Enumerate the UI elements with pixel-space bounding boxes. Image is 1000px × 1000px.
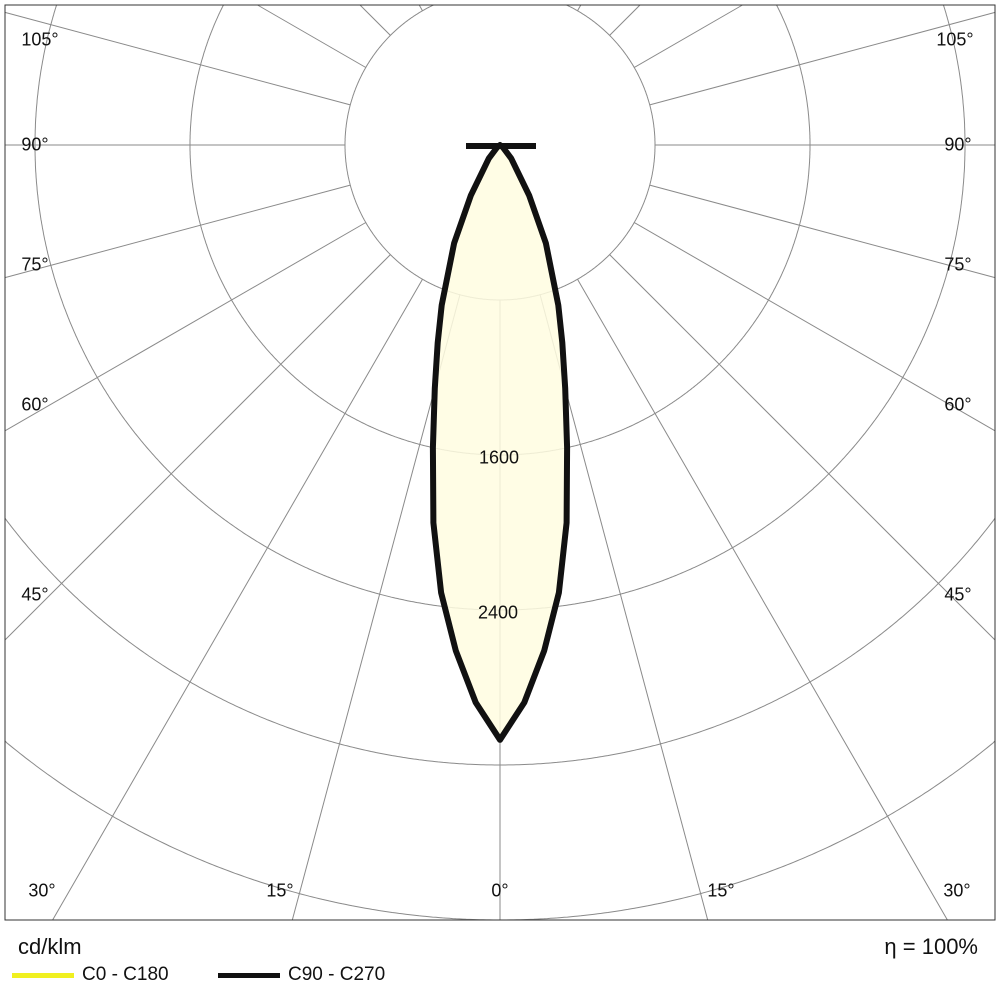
radial-gridline — [633, 222, 996, 432]
efficiency-label: η = 100% — [884, 934, 978, 959]
radial-gridline — [4, 184, 351, 279]
angle-label-right-90: 90° — [944, 134, 972, 155]
radial-gridline — [649, 184, 996, 279]
radial-gridline — [52, 278, 423, 921]
angle-label-left-90: 90° — [21, 134, 49, 155]
intensity-fill — [432, 145, 568, 740]
series-curve-c90-c270 — [429, 142, 571, 743]
angle-label-bottom-15-right: 15° — [707, 880, 735, 901]
angle-label-bottom-15-left: 15° — [266, 880, 294, 901]
legend-item-c0: C0 - C180 — [12, 964, 169, 986]
radial-label-2400: 2400 — [477, 602, 519, 623]
angle-label-right-60: 60° — [944, 394, 972, 415]
radial-gridline — [577, 278, 948, 921]
angle-label-bottom-0: 0° — [491, 880, 509, 901]
radial-gridline — [4, 11, 351, 106]
radial-gridline — [257, 4, 367, 68]
radial-gridline — [577, 4, 582, 12]
radial-label-1600: 1600 — [478, 447, 520, 468]
legend-item-c90: C90 - C270 — [218, 964, 385, 986]
legend-label-c0: C0 - C180 — [82, 964, 169, 985]
radial-gridline — [609, 254, 996, 641]
radial-gridline — [359, 4, 391, 36]
angle-label-left-105: 105° — [21, 29, 59, 50]
radial-gridline — [609, 4, 641, 36]
angle-label-right-105: 105° — [936, 29, 974, 50]
legend-swatch-c90 — [218, 972, 280, 978]
angle-label-bottom-30-right: 30° — [943, 880, 971, 901]
angle-label-left-60: 60° — [21, 394, 49, 415]
unit-label: cd/klm — [18, 934, 82, 959]
angle-label-left-75: 75° — [21, 254, 49, 275]
angle-label-right-75: 75° — [944, 254, 972, 275]
radial-gridline — [4, 254, 391, 641]
radial-gridline — [418, 4, 423, 12]
angle-label-left-45: 45° — [21, 584, 49, 605]
radial-gridline — [4, 222, 367, 432]
radial-gridline — [649, 11, 996, 106]
angle-label-bottom-30-left: 30° — [28, 880, 56, 901]
plot-frame — [4, 4, 996, 921]
angle-label-right-45: 45° — [944, 584, 972, 605]
curves — [429, 142, 571, 743]
legend-swatch-c0 — [12, 972, 74, 978]
legend-label-c90: C90 - C270 — [288, 964, 386, 985]
radial-gridline — [633, 4, 743, 68]
